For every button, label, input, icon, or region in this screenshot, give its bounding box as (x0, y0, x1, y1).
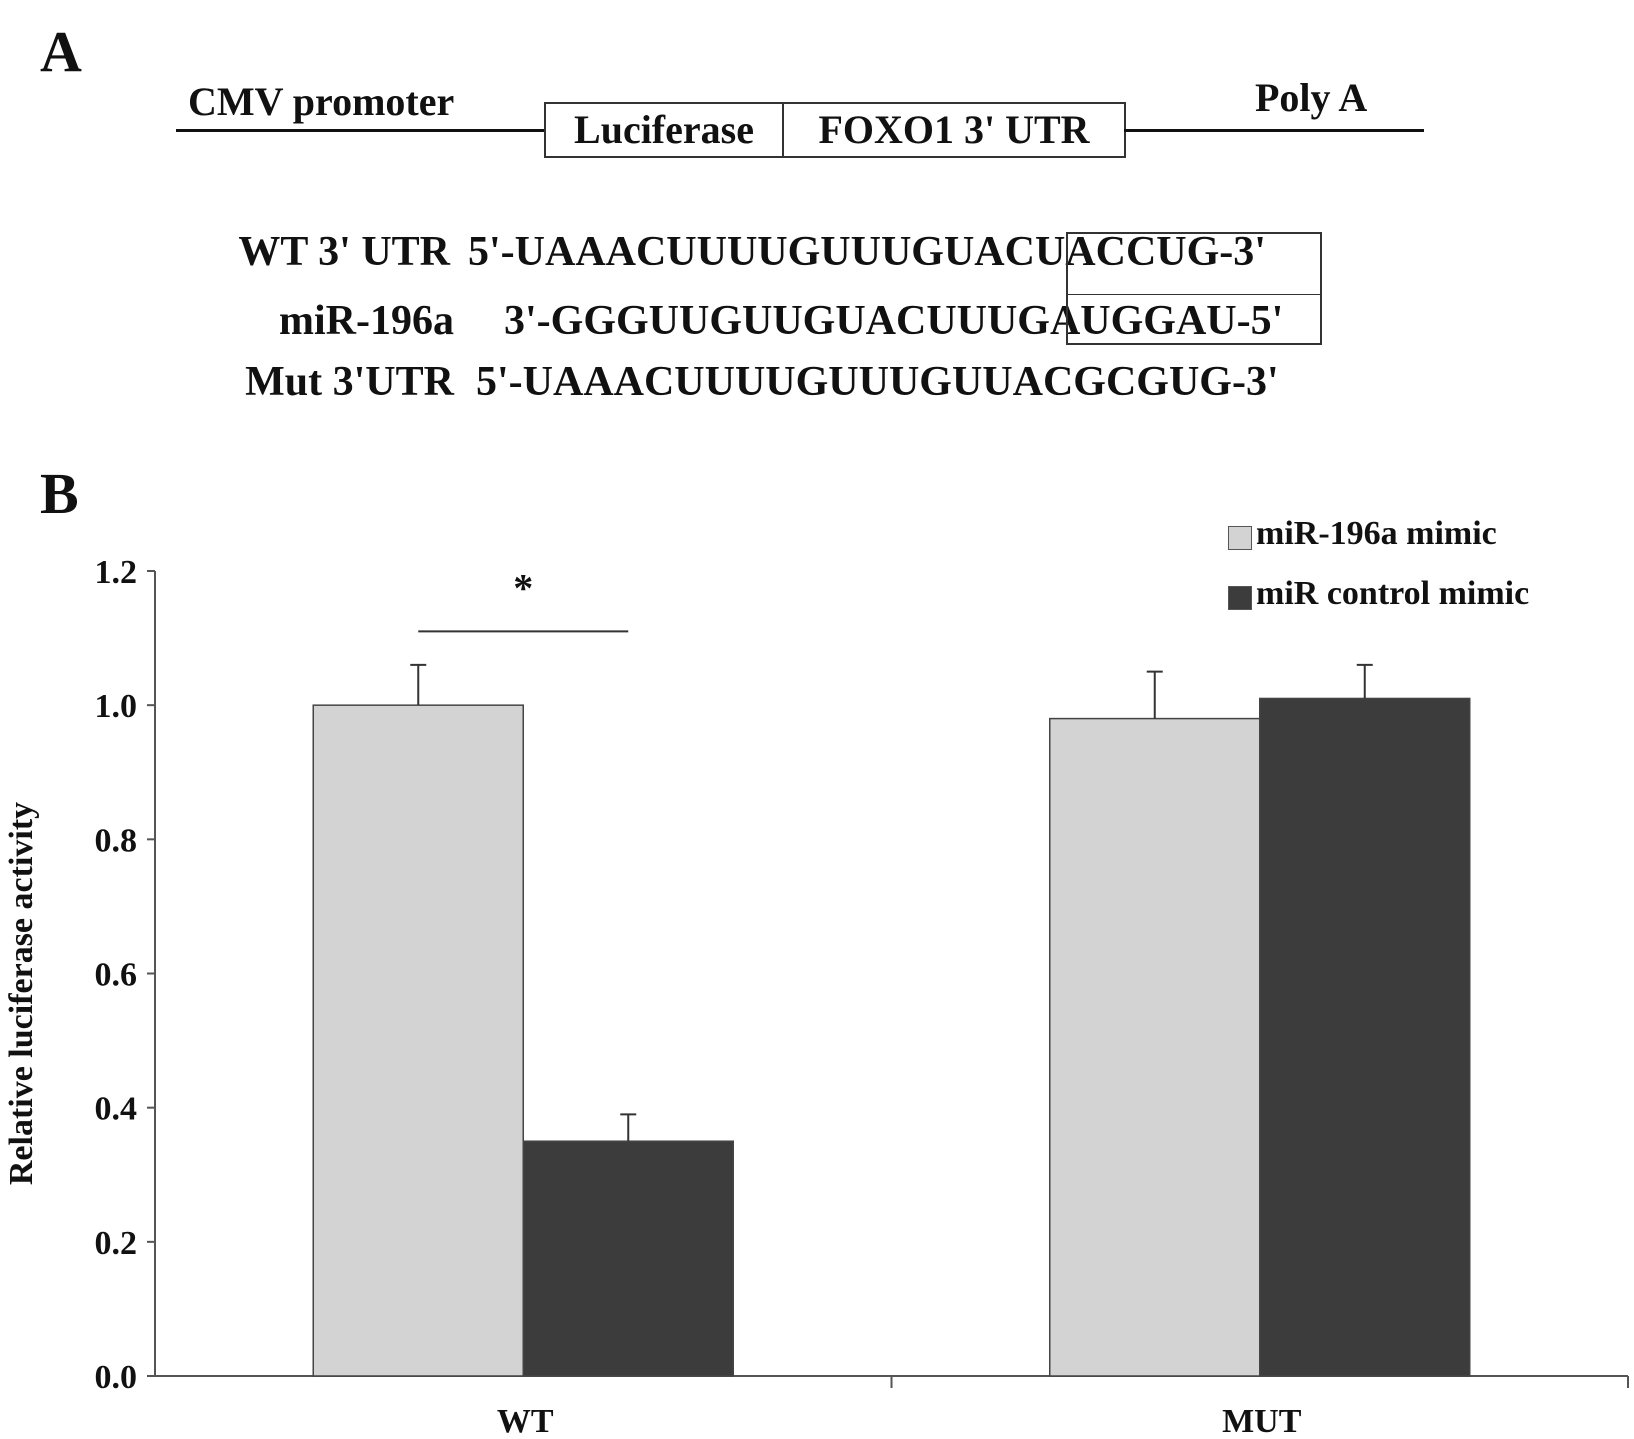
sequence-name: miR-196a (279, 298, 454, 344)
legend-label: miR control mimic (1256, 575, 1530, 612)
construct-diagram: CMV promoter Luciferase FOXO1 3' UTR Pol… (0, 0, 1634, 200)
sequence-text: 5'-UAAACUUUUGUUUGUACUACCUG-3' (468, 229, 1266, 275)
bar (1049, 717, 1261, 1377)
y-tick-label: 0.0 (95, 1359, 138, 1396)
panel-label-a: A (40, 19, 82, 84)
y-tick-label: 0.2 (95, 1225, 138, 1262)
y-tick-label: 1.2 (95, 554, 138, 591)
sequence-text: 3'-GGGUUGUUGUACUUUGAUGGAU-5' (504, 298, 1284, 344)
polya-label: Poly A (1255, 75, 1368, 120)
bar (1259, 697, 1471, 1377)
backbone-line-left (176, 129, 546, 132)
x-tick-label: MUT (1222, 1403, 1302, 1439)
y-tick-label: 0.8 (95, 822, 138, 859)
bar (312, 704, 524, 1377)
backbone-line-right (1124, 129, 1424, 132)
panel-label-b: B (40, 461, 79, 526)
foxo1-utr-box: FOXO1 3' UTR (782, 102, 1126, 158)
legend-swatch (1228, 526, 1252, 550)
significance-marker: * (513, 565, 533, 610)
y-axis-label: Relative luciferase activity (3, 802, 40, 1185)
seed-match-box-mirna (1066, 293, 1322, 345)
seed-match-box-wt (1066, 232, 1322, 295)
sequence-name: Mut 3'UTR (245, 359, 454, 405)
sequence-name: WT 3' UTR (238, 229, 450, 275)
promoter-label: CMV promoter (188, 79, 455, 124)
luciferase-box: Luciferase (544, 102, 784, 158)
y-tick-label: 1.0 (95, 688, 138, 725)
y-tick-label: 0.4 (95, 1091, 138, 1128)
chart-bars: * (312, 565, 1471, 1377)
chart-ticks: 0.0 0.2 0.4 0.6 0.8 1.0 1.2 WT MUT (95, 554, 1629, 1439)
y-tick-label: 0.6 (95, 957, 138, 994)
bar (522, 1140, 734, 1377)
sequence-text: 5'-UAAACUUUUGUUUGUUACGCGUG-3' (476, 359, 1279, 405)
legend-swatch (1228, 586, 1252, 610)
x-tick-label: WT (497, 1403, 554, 1439)
legend-label: miR-196a mimic (1256, 515, 1497, 552)
